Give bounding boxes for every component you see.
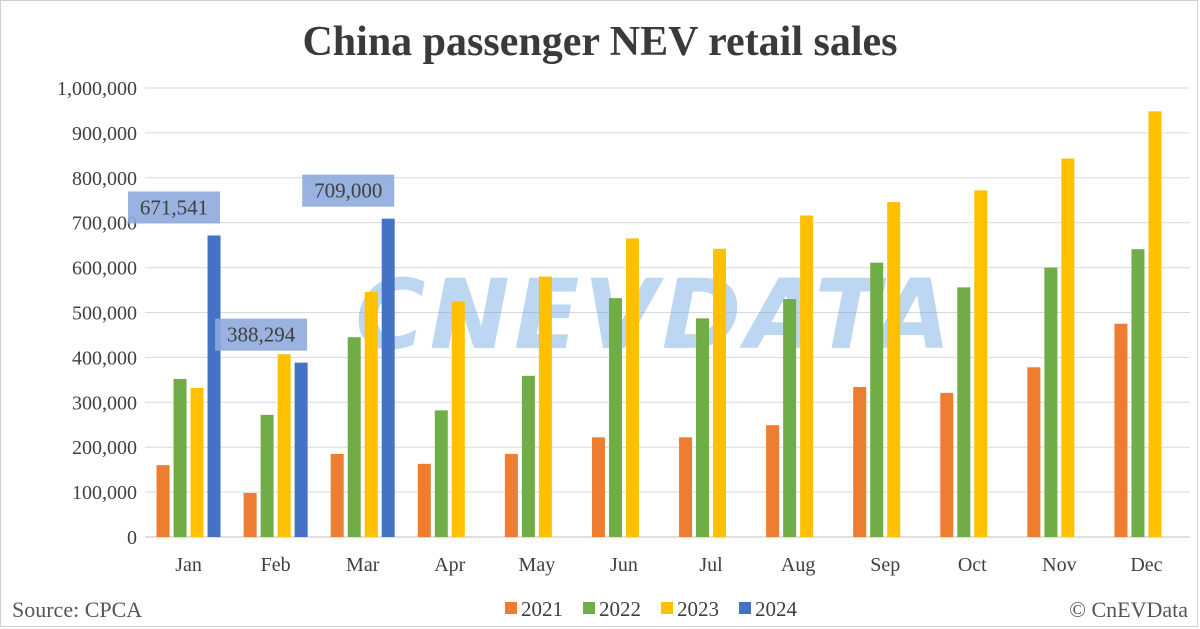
bar-2021-Sep <box>853 387 867 537</box>
gridlines <box>145 87 1190 538</box>
bar-2021-Aug <box>766 425 780 537</box>
legend-swatch-2023 <box>661 602 673 614</box>
x-tick-label: Jan <box>175 554 202 576</box>
bar-2021-Jul <box>679 437 693 537</box>
bar-2021-Jun <box>591 437 605 537</box>
bar-2022-Jun <box>608 298 622 537</box>
bar-2023-Jun <box>625 238 639 538</box>
bar-2023-Jan <box>190 387 204 537</box>
bar-2023-May <box>538 276 552 537</box>
y-tick-label: 800,000 <box>72 168 137 190</box>
bar-2023-Aug <box>800 215 814 538</box>
y-tick-label: 500,000 <box>72 303 137 325</box>
callout-label: 709,000 <box>314 179 382 203</box>
y-tick-label: 1,000,000 <box>57 78 137 100</box>
source-text: Source: CPCA <box>12 597 142 622</box>
bar-2021-Oct <box>940 392 954 537</box>
legend-label: 2024 <box>755 597 798 621</box>
x-axis-ticks: Jan Feb Mar Apr May Jun Jul Aug Sep Oct Nov Dec <box>175 554 1162 576</box>
bar-2022-Dec <box>1131 249 1145 538</box>
callout-label: 388,294 <box>227 323 296 347</box>
bar-2022-Nov <box>1044 267 1058 537</box>
chart-title: China passenger NEV retail sales <box>302 19 897 65</box>
bar-2024-Mar <box>381 218 395 537</box>
bar-2022-Jan <box>173 378 187 537</box>
bar-2021-Nov <box>1027 367 1041 537</box>
y-tick-label: 300,000 <box>72 392 137 414</box>
y-tick-label: 700,000 <box>72 213 137 235</box>
bar-2021-Feb <box>243 492 257 537</box>
legend-swatch-2024 <box>739 602 751 614</box>
bar-2022-Apr <box>434 410 448 537</box>
data-callouts: 671,541 388,294 709,000 <box>128 174 395 351</box>
bar-2022-Feb <box>260 414 274 537</box>
bar-2022-Oct <box>957 287 971 537</box>
x-tick-label: Sep <box>870 554 900 576</box>
callout-box <box>215 318 308 351</box>
bar-2023-Jul <box>713 248 727 537</box>
bar-2022-Sep <box>870 262 884 537</box>
legend-label: 2023 <box>677 597 719 621</box>
y-tick-label: 400,000 <box>72 347 137 369</box>
legend: 2021 2022 2023 2024 <box>505 597 798 621</box>
y-tick-label: 0 <box>127 527 137 549</box>
callout-box <box>302 174 395 207</box>
bar-2024-Jan <box>207 235 221 537</box>
legend-swatch-2022 <box>583 602 595 614</box>
x-tick-label: May <box>519 554 556 576</box>
bars <box>156 111 1162 538</box>
bar-2022-May <box>521 375 535 537</box>
x-tick-label: Apr <box>434 554 465 576</box>
x-tick-label: Aug <box>781 554 815 576</box>
bar-2023-Mar <box>364 291 378 537</box>
x-tick-label: Jun <box>610 554 638 576</box>
bar-2023-Sep <box>887 202 901 537</box>
bar-2022-Aug <box>783 299 797 537</box>
legend-swatch-2021 <box>505 602 517 614</box>
y-tick-label: 100,000 <box>72 482 137 504</box>
bar-2023-Oct <box>974 190 988 537</box>
callout-box <box>128 191 221 224</box>
bar-2021-May <box>504 453 518 537</box>
bar-2021-Jan <box>156 465 170 537</box>
bar-2023-Feb <box>277 354 291 537</box>
bar-2023-Nov <box>1061 158 1075 538</box>
y-tick-label: 600,000 <box>72 258 137 280</box>
x-tick-label: Mar <box>346 554 380 576</box>
copyright-text: © CnEVData <box>1069 597 1188 622</box>
x-tick-label: Oct <box>958 554 987 576</box>
x-tick-label: Jul <box>699 554 723 576</box>
bar-2021-Dec <box>1114 323 1128 537</box>
legend-label: 2022 <box>599 597 641 621</box>
bar-2022-Jul <box>696 318 710 537</box>
bar-2023-Apr <box>451 301 465 537</box>
y-tick-label: 200,000 <box>72 437 137 459</box>
bar-2024-Feb <box>294 362 308 537</box>
x-tick-label: Dec <box>1130 554 1162 576</box>
bar-2023-Dec <box>1148 111 1162 538</box>
bar-2022-Mar <box>347 337 361 537</box>
bar-2021-Mar <box>330 453 344 537</box>
x-tick-label: Nov <box>1042 554 1076 576</box>
callout-label: 671,541 <box>140 195 208 219</box>
x-tick-label: Feb <box>261 554 291 576</box>
y-axis-ticks: 0 100,000 200,000 300,000 400,000 500,000 600,… <box>57 78 137 549</box>
watermark-text: CNEVDATA <box>355 259 955 371</box>
legend-label: 2021 <box>521 597 563 621</box>
bar-2021-Apr <box>417 463 431 537</box>
y-tick-label: 900,000 <box>72 123 137 145</box>
